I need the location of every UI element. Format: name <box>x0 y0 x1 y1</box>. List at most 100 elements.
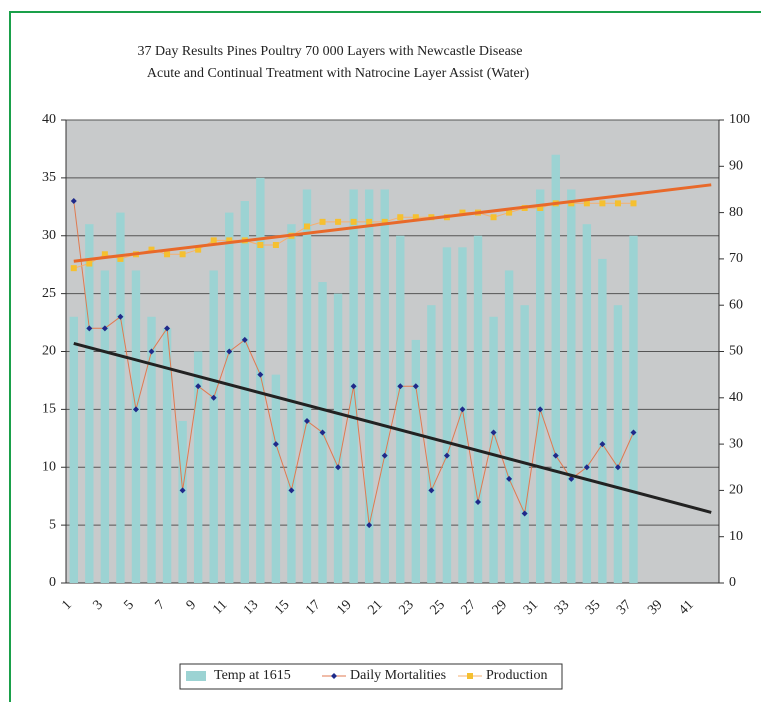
y2-tick-label: 0 <box>729 575 736 590</box>
bar <box>131 270 141 583</box>
marker <box>537 406 544 413</box>
marker <box>148 348 155 355</box>
y2-tick-label: 10 <box>729 529 743 544</box>
marker <box>179 487 186 494</box>
marker <box>241 336 248 343</box>
marker <box>70 265 77 272</box>
marker <box>86 260 93 267</box>
y-tick-label: 15 <box>42 402 56 417</box>
bar <box>536 189 545 583</box>
y-tick-label: 20 <box>42 344 56 359</box>
marker <box>366 522 373 529</box>
x-tick-label: 17 <box>303 597 324 618</box>
frame <box>9 11 761 702</box>
marker <box>630 200 637 207</box>
marker <box>164 325 171 332</box>
marker <box>350 383 357 390</box>
bar <box>567 189 576 583</box>
bar <box>69 316 78 583</box>
marker <box>303 417 310 424</box>
legend-label: Temp at 1615 <box>214 668 291 683</box>
marker <box>630 429 637 436</box>
bar <box>458 247 467 583</box>
x-tick-label: 13 <box>241 597 262 618</box>
marker <box>428 487 435 494</box>
marker <box>537 204 544 211</box>
bar <box>225 212 234 583</box>
marker <box>272 242 279 249</box>
marker <box>195 383 202 390</box>
x-tick-label: 15 <box>272 597 293 618</box>
bar <box>271 374 281 583</box>
legend-marker <box>331 673 337 679</box>
marker <box>303 223 310 230</box>
marker <box>86 325 93 332</box>
x-tick-label: 19 <box>334 597 355 618</box>
marker <box>288 487 295 494</box>
bar <box>147 316 156 583</box>
marker <box>521 510 528 517</box>
y-tick-label: 0 <box>49 575 56 590</box>
x-tick-label: 1 <box>59 597 75 613</box>
bar <box>162 328 172 583</box>
bar <box>396 235 405 583</box>
trendline <box>73 183 712 263</box>
x-tick-label: 21 <box>365 597 386 618</box>
marker <box>459 209 466 216</box>
y2-tick-label: 60 <box>729 297 743 312</box>
marker <box>117 255 124 262</box>
marker <box>366 218 373 225</box>
x-tick-label: 5 <box>122 597 138 613</box>
bar <box>520 305 529 583</box>
marker <box>101 251 108 258</box>
y2-tick-label: 30 <box>729 436 743 451</box>
y2-tick-label: 20 <box>729 483 743 498</box>
marker <box>412 214 419 221</box>
marker <box>459 406 466 413</box>
marker <box>319 218 326 225</box>
marker <box>475 498 482 505</box>
y-tick-label: 40 <box>42 112 56 127</box>
marker <box>599 441 606 448</box>
x-tick-label: 31 <box>521 597 542 618</box>
marker <box>226 348 233 355</box>
y2-tick-label: 100 <box>729 112 750 127</box>
marker <box>490 214 497 221</box>
trendline <box>73 341 712 514</box>
bar <box>302 189 312 583</box>
bar <box>442 247 452 583</box>
marker <box>210 394 217 401</box>
bar <box>380 189 389 583</box>
marker <box>381 452 388 459</box>
x-tick-label: 9 <box>184 597 200 613</box>
marker <box>132 406 139 413</box>
marker <box>195 246 202 253</box>
y-tick-label: 35 <box>42 170 56 185</box>
marker <box>381 218 388 225</box>
x-tick-label: 37 <box>614 597 635 618</box>
bar <box>504 270 514 583</box>
marker <box>70 198 77 205</box>
bar <box>613 305 623 583</box>
bar <box>582 224 592 584</box>
marker <box>397 383 404 390</box>
marker <box>117 313 124 320</box>
legend-label: Production <box>486 668 547 683</box>
x-tick-label: 27 <box>459 597 480 618</box>
y-tick-label: 5 <box>49 517 56 532</box>
bar <box>427 305 436 583</box>
marker <box>568 475 575 482</box>
marker <box>506 475 513 482</box>
bar <box>473 235 483 583</box>
y2-tick-label: 80 <box>729 205 743 220</box>
marker <box>614 200 621 207</box>
y2-tick-label: 90 <box>729 159 743 174</box>
marker <box>210 237 217 244</box>
bar <box>193 351 203 583</box>
marker <box>335 464 342 471</box>
chart-title: 37 Day Results Pines Poultry 70 000 Laye… <box>138 44 523 59</box>
marker <box>412 383 419 390</box>
marker <box>614 464 621 471</box>
marker <box>583 200 590 207</box>
